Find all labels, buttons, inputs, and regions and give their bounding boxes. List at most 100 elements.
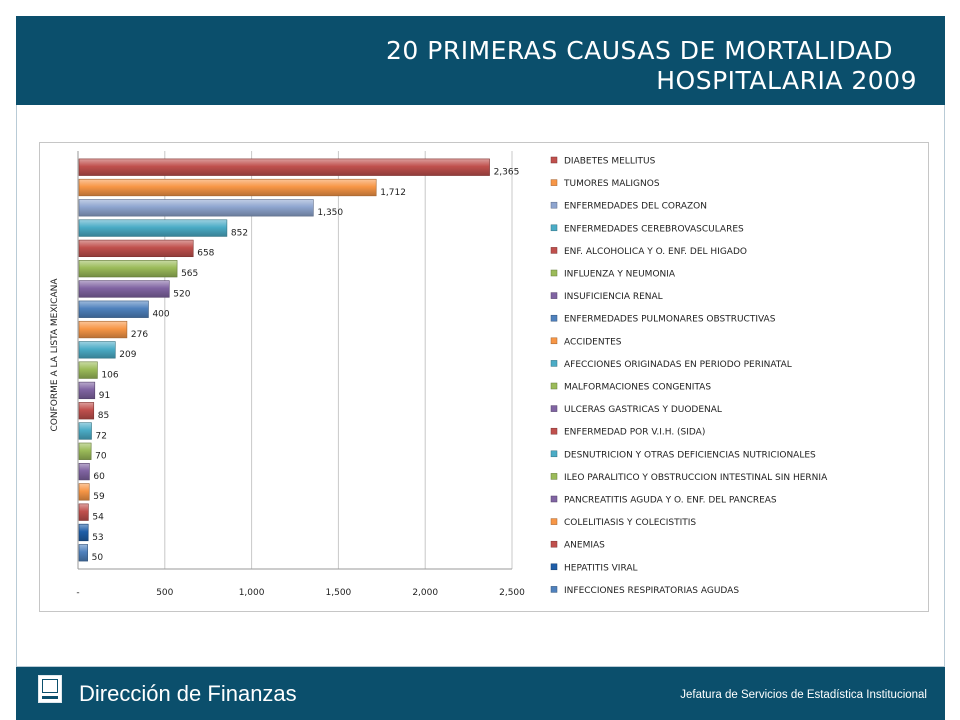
- bar: [78, 523, 89, 542]
- legend: DIABETES MELLITUS TUMORES MALIGNOS ENFERME…: [550, 156, 828, 596]
- legend-swatch: [550, 269, 558, 277]
- logo-base: [42, 696, 58, 699]
- x-tick-label: 500: [156, 588, 173, 598]
- bar: [78, 361, 98, 379]
- legend-label: ENF. ALCOHOLICA Y O. ENF. DEL HIGADO: [564, 247, 747, 257]
- legend-label: ACCIDENTES: [564, 337, 622, 347]
- footer-department: Dirección de Finanzas: [79, 681, 297, 706]
- legend-swatch: [550, 292, 558, 299]
- legend-swatch: [550, 156, 558, 164]
- bar: [78, 158, 490, 176]
- legend-label: INFLUENZA Y NEUMONIA: [564, 270, 676, 280]
- slide-title-line-1: 20 PRIMERAS CAUSAS DE MORTALIDAD: [385, 36, 893, 65]
- bar-data-label: 54: [92, 513, 104, 523]
- bar: [78, 503, 89, 521]
- bar-data-label: 59: [93, 492, 105, 502]
- bar: [78, 544, 88, 562]
- bar-data-label: 106: [101, 370, 118, 380]
- bar: [78, 219, 228, 237]
- legend-label: MALFORMACIONES CONGENITAS: [564, 383, 711, 393]
- bar-data-label: 50: [92, 553, 104, 563]
- bar-data-label: 658: [197, 249, 214, 259]
- bar: [78, 422, 92, 440]
- legend-swatch: [550, 540, 558, 548]
- legend-swatch: [550, 563, 558, 571]
- bar: [78, 260, 178, 278]
- legend-label: ENFERMEDADES CEREBROVASCULARES: [564, 224, 744, 234]
- bar-data-label: 53: [92, 533, 103, 543]
- x-tick-label: 2,000: [412, 588, 438, 598]
- legend-swatch: [550, 495, 558, 503]
- bar-data-label: 1,350: [317, 208, 343, 218]
- legend-label: ILEO PARALITICO Y OBSTRUCCION INTESTINAL…: [564, 473, 828, 483]
- bar-data-label: 276: [131, 330, 148, 340]
- bar-data-label: 72: [95, 431, 106, 441]
- bar: [78, 178, 377, 197]
- x-tick-label: 1,500: [326, 588, 352, 598]
- bar-data-label: 565: [181, 269, 198, 279]
- legend-swatch: [550, 179, 558, 186]
- bar: [78, 402, 95, 420]
- bar-data-label: 1,712: [380, 188, 406, 198]
- legend-swatch: [550, 224, 558, 232]
- legend-label: COLELITIASIS Y COLECISTITIS: [564, 518, 696, 528]
- bar-data-label: 60: [93, 472, 105, 482]
- bar-data-label: 85: [98, 411, 109, 421]
- x-tick-label: -: [76, 588, 79, 598]
- legend-label: DIABETES MELLITUS: [564, 157, 656, 167]
- x-tick-label: 2,500: [499, 588, 525, 598]
- legend-swatch: [550, 382, 558, 390]
- y-axis-title: CONFORME A LA LISTA MEXICANA: [50, 278, 60, 432]
- issste-logo: [38, 675, 62, 703]
- legend-label: ENFERMEDADES DEL CORAZON: [564, 202, 707, 212]
- bar-data-label: 91: [99, 391, 110, 401]
- legend-label: INSUFICIENCIA RENAL: [564, 292, 663, 302]
- title-band: 20 PRIMERAS CAUSAS DE MORTALIDAD HOSPITA…: [16, 16, 945, 105]
- bar: [78, 341, 116, 359]
- legend-swatch: [550, 518, 558, 525]
- legend-swatch: [550, 473, 558, 480]
- footer-band: Dirección de Finanzas Jefatura de Servic…: [16, 667, 945, 720]
- chart-area: CONFORME A LA LISTA MEXICANA 2,365 1,712 1…: [39, 142, 929, 612]
- slide-title-line-2: HOSPITALARIA 2009: [656, 66, 917, 95]
- legend-label: PANCREATITIS AGUDA Y O. ENF. DEL PANCREA…: [564, 496, 777, 506]
- legend-swatch: [550, 337, 558, 345]
- bar: [78, 300, 149, 318]
- bar: [78, 280, 170, 298]
- x-axis-ticks: - 500 1,000 1,500 2,000 2,500: [76, 588, 525, 598]
- legend-swatch: [550, 450, 558, 458]
- bar: [78, 442, 92, 460]
- bar: [78, 199, 314, 217]
- legend-label: HEPATITIS VIRAL: [564, 563, 638, 573]
- bar-data-label: 209: [119, 350, 136, 360]
- bar: [78, 381, 96, 400]
- legend-label: DESNUTRICION Y OTRAS DEFICIENCIAS NUTRIC…: [564, 450, 816, 460]
- legend-label: AFECCIONES ORIGINADAS EN PERIODO PERINAT…: [564, 360, 792, 370]
- legend-swatch: [550, 247, 558, 254]
- bar: [78, 462, 90, 481]
- legend-swatch: [550, 201, 558, 209]
- bar-data-label: 520: [173, 289, 190, 299]
- logo-emblem: [42, 679, 58, 693]
- legend-label: ENFERMEDADES PULMONARES OBSTRUCTIVAS: [564, 315, 776, 325]
- bar-data-label: 2,365: [494, 168, 520, 178]
- legend-swatch: [550, 427, 558, 435]
- legend-label: ANEMIAS: [564, 541, 605, 551]
- footer-office: Jefatura de Servicios de Estadística Ins…: [680, 689, 927, 701]
- bar-data-label: 852: [231, 228, 248, 238]
- bar-data-label: 70: [95, 452, 107, 462]
- legend-swatch: [550, 360, 558, 367]
- bar: [78, 320, 128, 339]
- bar-chart: CONFORME A LA LISTA MEXICANA 2,365 1,712 1…: [50, 151, 828, 598]
- bar-data-label: 400: [152, 310, 169, 320]
- bar: [78, 239, 194, 258]
- x-tick-label: 1,000: [239, 588, 265, 598]
- legend-swatch: [550, 586, 558, 593]
- legend-label: TUMORES MALIGNOS: [563, 179, 660, 189]
- bar: [78, 483, 90, 501]
- legend-label: INFECCIONES RESPIRATORIAS AGUDAS: [564, 586, 739, 596]
- legend-label: ENFERMEDAD POR V.I.H. (SIDA): [564, 428, 705, 438]
- legend-swatch: [550, 405, 558, 412]
- legend-swatch: [550, 314, 558, 322]
